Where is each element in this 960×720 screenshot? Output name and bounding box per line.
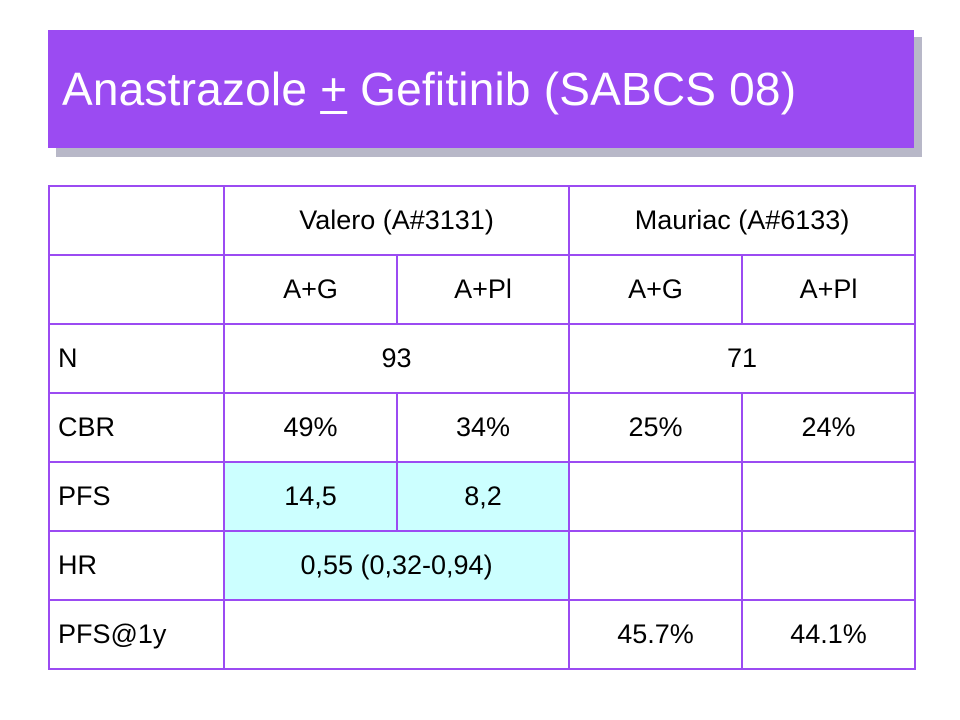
cell-n-valero: 93 <box>223 323 570 394</box>
table-row-n: N 93 71 <box>48 323 917 394</box>
header-valero: Valero (A#3131) <box>223 185 570 256</box>
cell-pfs <box>740 461 917 532</box>
arm-header: A+Pl <box>740 254 917 325</box>
cell-cbr: 34% <box>396 392 570 463</box>
cell-pfs-highlighted: 8,2 <box>396 461 570 532</box>
arm-header: A+Pl <box>396 254 570 325</box>
cell-pfs1y: 45.7% <box>568 599 743 670</box>
cell-pfs <box>568 461 743 532</box>
cell-cbr: 24% <box>740 392 917 463</box>
table-row-arms: A+G A+Pl A+G A+Pl <box>48 254 917 325</box>
table-row-pfs1y: PFS@1y 45.7% 44.1% <box>48 599 917 670</box>
title-banner: Anastrazole + Gefitinib (SABCS 08) <box>48 30 914 148</box>
row-label-hr: HR <box>48 530 225 601</box>
corner-cell <box>48 185 225 256</box>
results-table: Valero (A#3131) Mauriac (A#6133) A+G A+P… <box>48 185 917 670</box>
cell-hr-mauriac-ag <box>568 530 743 601</box>
table-row-cbr: CBR 49% 34% 25% 24% <box>48 392 917 463</box>
row-label-pfs1y: PFS@1y <box>48 599 225 670</box>
header-mauriac: Mauriac (A#6133) <box>567 185 917 256</box>
title-plus-minus: + <box>320 63 348 115</box>
cell-n-mauriac: 71 <box>567 323 917 394</box>
cell-pfs-highlighted: 14,5 <box>223 461 398 532</box>
title-part-drug1: Anastrazole <box>62 63 321 115</box>
cell-pfs1y-valero <box>223 599 570 670</box>
row-label-n: N <box>48 323 225 394</box>
slide-title: Anastrazole + Gefitinib (SABCS 08) <box>62 62 796 116</box>
row-label-cbr: CBR <box>48 392 225 463</box>
table-row-studies: Valero (A#3131) Mauriac (A#6133) <box>48 185 917 256</box>
cell-pfs1y: 44.1% <box>740 599 917 670</box>
arm-header: A+G <box>223 254 398 325</box>
table-row-pfs: PFS 14,5 8,2 <box>48 461 917 532</box>
title-part-drug2: Gefitinib (SABCS 08) <box>347 63 797 115</box>
row-label-pfs: PFS <box>48 461 225 532</box>
cell-cbr: 49% <box>223 392 398 463</box>
cell-hr-valero: 0,55 (0,32-0,94) <box>223 530 570 601</box>
cell-cbr: 25% <box>568 392 743 463</box>
cell-hr-mauriac-pl <box>740 530 917 601</box>
arm-header: A+G <box>568 254 743 325</box>
table-row-hr: HR 0,55 (0,32-0,94) <box>48 530 917 601</box>
corner-cell <box>48 254 225 325</box>
